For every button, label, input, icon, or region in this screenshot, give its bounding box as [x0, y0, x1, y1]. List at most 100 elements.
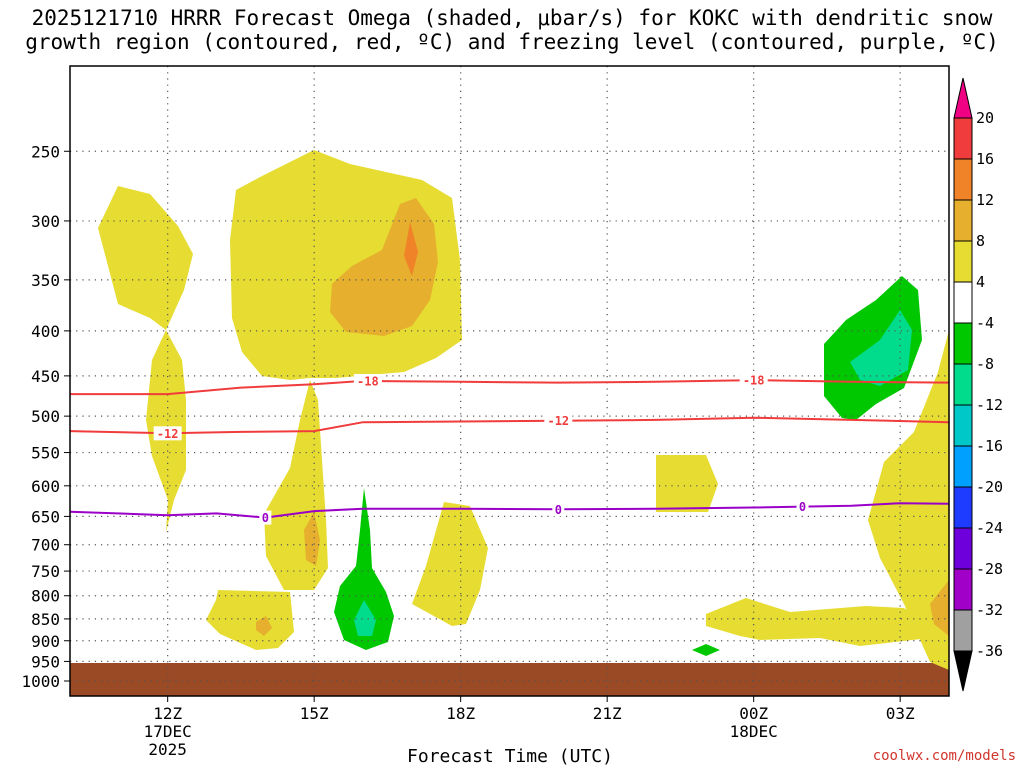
colorbar: -36 -32 -28 -24 -20 -16 -12 -8 -4 4 8 12 16 20 — [953, 77, 1003, 692]
y-tick-label: 550 — [31, 444, 60, 463]
colorbar-level-label: -4 — [976, 314, 994, 332]
contour-label-bg — [353, 373, 382, 388]
x-tick-label: 12Z — [153, 704, 182, 723]
y-tick-label: 450 — [31, 367, 60, 386]
colorbar-level-label: 20 — [976, 109, 994, 127]
y-tick-label: 500 — [31, 407, 60, 426]
colorbar-swatch — [953, 158, 973, 201]
colorbar-level-label: 8 — [976, 232, 985, 250]
sinking-core-16z — [354, 600, 376, 636]
x-tick-label: 00Z — [739, 704, 768, 723]
colorbar-level-label: -36 — [976, 642, 1003, 660]
omega-core-15z-low — [304, 512, 320, 566]
x-tick-label: 21Z — [593, 704, 622, 723]
y-tick-label: 1000 — [21, 672, 60, 691]
x-tick-sublabel: 18DEC — [730, 722, 778, 741]
title-line-2: growth region (contoured, red, ºC) and f… — [25, 30, 999, 54]
y-tick-label: 600 — [31, 477, 60, 496]
y-tick-label: 750 — [31, 562, 60, 581]
colorbar-swatch — [953, 445, 973, 488]
y-tick-label: 300 — [31, 212, 60, 231]
y-tick-label: 400 — [31, 322, 60, 341]
colorbar-level-label: -28 — [976, 560, 1003, 578]
omega-region-lower-18z — [412, 502, 488, 626]
colorbar-level-label: -24 — [976, 519, 1003, 537]
contour-label: -18 — [743, 374, 765, 388]
colorbar-swatch — [953, 199, 973, 242]
colorbar-swatch — [953, 568, 973, 611]
y-tick-label: 900 — [31, 632, 60, 651]
y-tick-label: 650 — [31, 507, 60, 526]
contour-label-bg — [552, 502, 565, 517]
colorbar-level-label: 12 — [976, 191, 994, 209]
contour-line — [69, 416, 950, 435]
colorbar-max-arrow — [953, 77, 973, 119]
contour-label-bg — [544, 413, 573, 428]
contour-label: -12 — [547, 414, 569, 428]
contour-line — [70, 379, 950, 396]
x-tick-sublabel: 2025 — [148, 740, 187, 759]
contour-label: 0 — [799, 500, 806, 514]
sinking-region-16z — [334, 488, 394, 650]
contour-label: 0 — [262, 511, 269, 525]
y-tick-label: 350 — [31, 271, 60, 290]
colorbar-swatch — [953, 363, 973, 406]
omega-region-lower-14z — [206, 590, 294, 650]
contour-line — [69, 502, 950, 519]
colorbar-swatch — [953, 486, 973, 529]
contour-label: -12 — [157, 427, 179, 441]
y-tick-label: 850 — [31, 610, 60, 629]
colorbar-level-label: 4 — [976, 273, 985, 291]
omega-core-03z-low — [930, 580, 949, 636]
sinking-region-small — [692, 644, 720, 656]
colorbar-level-label: -16 — [976, 437, 1003, 455]
colorbar-level-label: -12 — [976, 396, 1003, 414]
grid-lines — [70, 66, 949, 696]
x-tick-label: 18Z — [446, 704, 475, 723]
colorbar-swatch — [953, 404, 973, 447]
plot-frame — [69, 65, 950, 697]
contour-label: 0 — [555, 503, 562, 517]
surface-ground — [70, 663, 949, 696]
omega-region-lower-00z — [706, 598, 930, 646]
credit-link[interactable]: coolwx.com/models — [872, 748, 1016, 764]
contour-label: -18 — [357, 374, 379, 388]
colorbar-swatch — [953, 281, 973, 324]
colorbar-min-arrow — [953, 650, 973, 692]
omega-region-upper-left — [98, 186, 193, 330]
omega-region-mid-23z — [656, 455, 718, 512]
contour-label-bg — [796, 499, 809, 514]
x-axis-title: Forecast Time (UTC) — [407, 746, 613, 767]
omega-region-column-15z — [264, 380, 328, 590]
title-line-1: 2025121710 HRRR Forecast Omega (shaded, … — [31, 6, 993, 30]
omega-shading — [70, 150, 949, 696]
y-axis: 250 300 350 400 450 500 550 600 650 700 750 800 850 9… — [21, 142, 70, 691]
colorbar-swatch — [953, 322, 973, 365]
colorbar-level-label: -32 — [976, 601, 1003, 619]
y-tick-label: 950 — [31, 652, 60, 671]
colorbar-swatch — [953, 527, 973, 570]
colorbar-level-label: 16 — [976, 150, 994, 168]
omega-core-14z-low — [256, 616, 272, 636]
contour-label-bg — [259, 510, 272, 525]
omega-region-lower-03z — [868, 330, 949, 670]
y-tick-label: 700 — [31, 536, 60, 555]
contour-label-bg — [153, 426, 182, 441]
x-tick-label: 03Z — [886, 704, 915, 723]
x-tick-label: 15Z — [300, 704, 329, 723]
y-tick-label: 250 — [31, 142, 60, 161]
colorbar-swatch — [953, 240, 973, 283]
y-tick-label: 800 — [31, 587, 60, 606]
colorbar-swatch — [953, 117, 973, 160]
colorbar-level-label: -20 — [976, 478, 1003, 496]
omega-max-upper — [404, 222, 418, 276]
colorbar-swatch — [953, 609, 973, 652]
chart-title: 2025121710 HRRR Forecast Omega (shaded, … — [0, 6, 1024, 54]
colorbar-level-label: -8 — [976, 355, 994, 373]
contour-lines: -18 -18 -12 -12 0 0 0 — [69, 373, 950, 525]
contour-label-bg — [739, 373, 768, 388]
x-tick-sublabel: 17DEC — [144, 722, 192, 741]
sinking-core-02z — [850, 310, 912, 386]
